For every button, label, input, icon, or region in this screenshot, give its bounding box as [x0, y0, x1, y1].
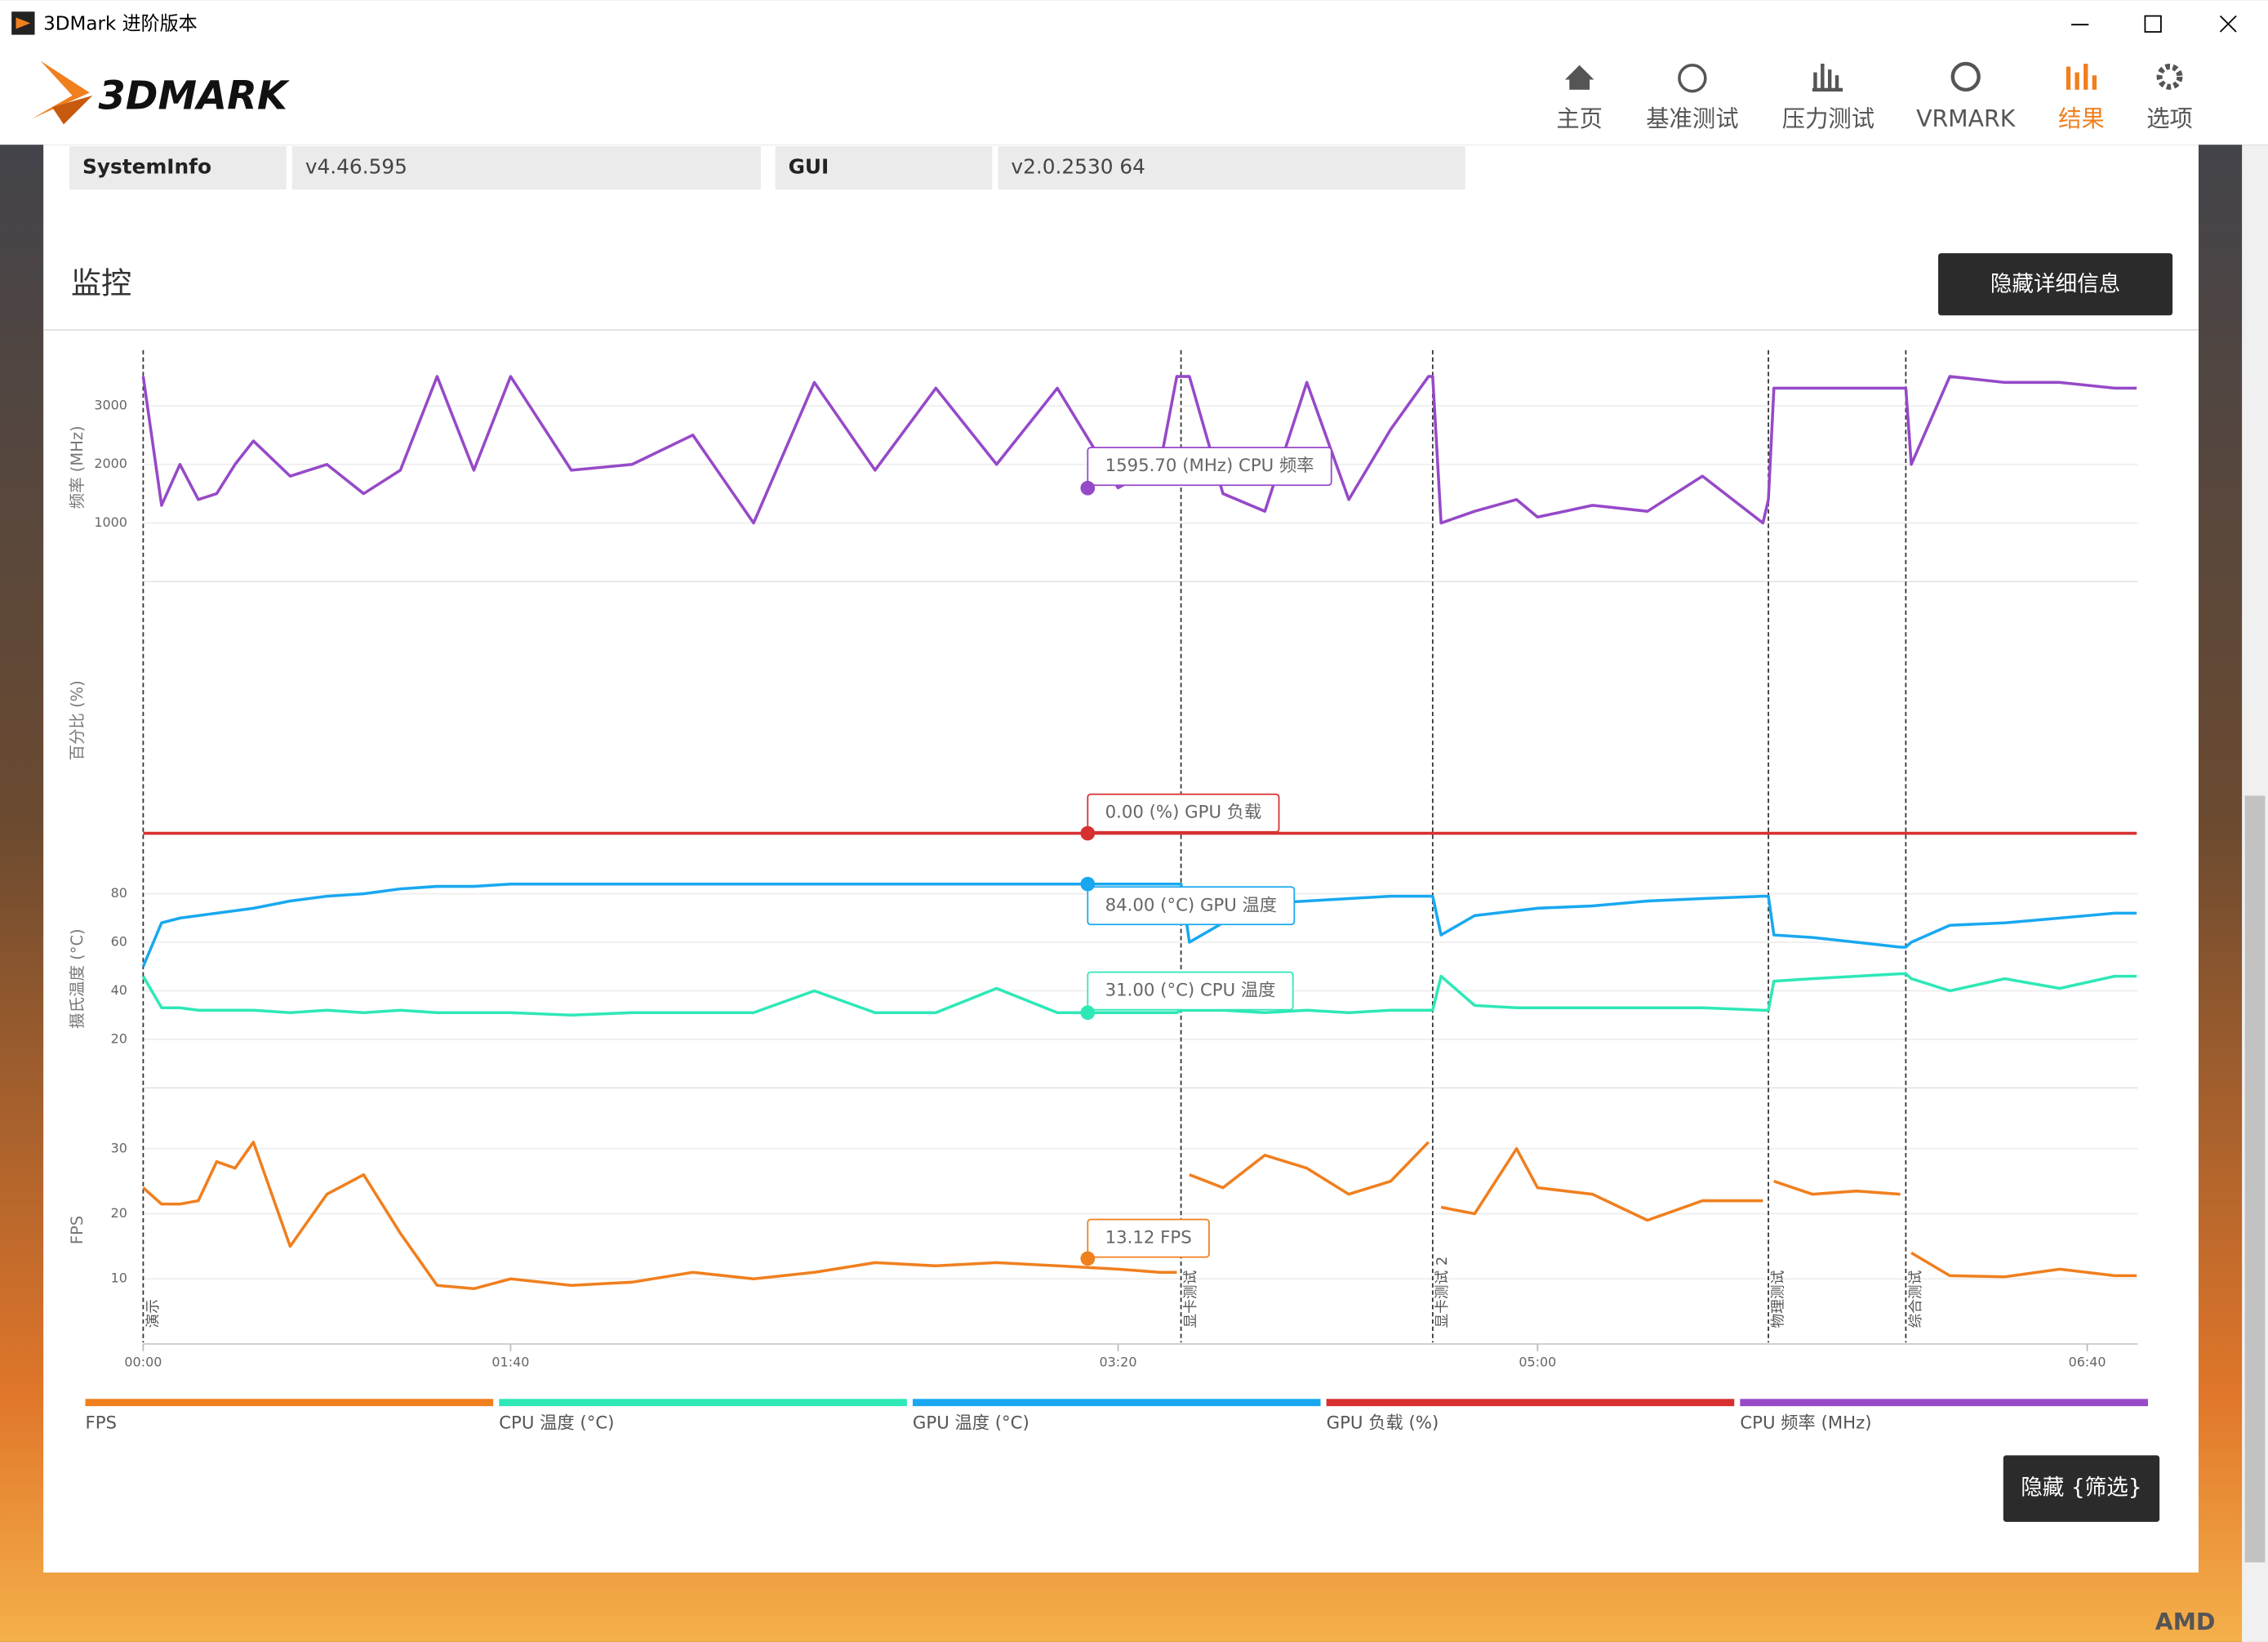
y-tick-label: 1000: [94, 514, 127, 530]
x-tick-label: 06:40: [2069, 1354, 2106, 1369]
info-cell: [775, 146, 993, 190]
info-value: v2.0.2530 64: [1011, 155, 1145, 179]
cursor-dot: [1080, 825, 1096, 841]
cursor-dot: [1080, 876, 1096, 892]
tooltip-box: [1087, 886, 1296, 926]
close[interactable]: [2219, 15, 2237, 33]
x-tick-label: 00:00: [124, 1354, 162, 1369]
y-tick-label: 3000: [94, 397, 127, 412]
maximize[interactable]: [2144, 15, 2162, 33]
chart: 1000 2000 3000 频率 (MHz) 百分比 (%) 20 40 60 80 摄氏温度 …: [68, 349, 2148, 1433]
nav-item[interactable]: 选项: [2146, 105, 2193, 132]
logo-text: 3DMARK: [98, 74, 290, 119]
logo: 3DMARK: [31, 60, 291, 125]
filter-button[interactable]: [2003, 1455, 2160, 1522]
tooltip-label: 84.00 (°C) GPU 温度: [1105, 895, 1277, 915]
filter-button-label[interactable]: 隐藏 {筛选}: [2021, 1475, 2142, 1501]
info-value: v4.46.595: [305, 155, 407, 179]
test-marker-label: 物理测试: [1769, 1270, 1786, 1328]
y-axis-label: 百分比 (%): [68, 680, 87, 760]
legend-label[interactable]: CPU 频率 (MHz): [1740, 1413, 1871, 1433]
y-axis-label: 频率 (MHz): [68, 425, 87, 509]
options-icon: [2156, 64, 2183, 90]
test-marker-label: 显卡测试 2: [1434, 1257, 1451, 1328]
y-tick-label: 10: [111, 1270, 127, 1286]
tooltip-box: [1087, 1218, 1210, 1258]
legend-label[interactable]: FPS: [86, 1413, 118, 1433]
nav-item[interactable]: 结果: [2058, 105, 2105, 132]
tooltip-label: 31.00 (°C) CPU 温度: [1105, 981, 1276, 1001]
legend-swatch[interactable]: [1326, 1399, 1735, 1407]
test-marker-label: 显卡测试: [1182, 1270, 1199, 1328]
y-tick-label: 20: [111, 1030, 127, 1046]
tooltip-box: [1087, 971, 1294, 1011]
tooltip-box: [1087, 793, 1280, 833]
app-icon-mark: [16, 17, 31, 29]
cursor-dot: [1080, 480, 1096, 496]
content-panel: [43, 145, 2199, 1573]
info-key: GUI: [789, 155, 829, 179]
nav-item[interactable]: 主页: [1556, 105, 1603, 132]
legend-swatch[interactable]: [1740, 1399, 2148, 1407]
series-line: [142, 1141, 2137, 1291]
x-tick-label: 03:20: [1100, 1354, 1137, 1369]
y-axis-label: 摄氏温度 (°C): [68, 928, 87, 1029]
info-cell: [998, 146, 1465, 190]
details-button[interactable]: [1938, 253, 2173, 316]
header-bar: [0, 0, 2268, 145]
tooltip-label: 13.12 FPS: [1105, 1228, 1192, 1248]
logo-swoosh: [51, 96, 93, 125]
legend-swatch[interactable]: [85, 1399, 494, 1407]
details-button-label[interactable]: 隐藏详细信息: [1990, 272, 2120, 297]
vr-icon: [1950, 61, 1981, 92]
cursor-dot: [1080, 1251, 1096, 1266]
section-title: 监控: [71, 265, 131, 301]
logo-swoosh: [31, 60, 90, 119]
nav[interactable]: 主页 基准测试 压力测试 VRMARK 结果 选项: [1556, 61, 2193, 132]
x-tick-label: 05:00: [1519, 1354, 1556, 1369]
info-cell: [291, 146, 761, 190]
test-marker-label: 演示: [145, 1299, 162, 1328]
home-icon: [1564, 65, 1594, 90]
tooltip-label: 0.00 (%) GPU 负载: [1105, 803, 1262, 823]
tooltip-box: [1087, 447, 1332, 487]
legend-label[interactable]: CPU 温度 (°C): [499, 1413, 614, 1433]
y-axis-label: FPS: [68, 1216, 87, 1244]
y-tick-label: 20: [111, 1205, 127, 1221]
x-tick-label: 01:40: [491, 1354, 529, 1369]
y-tick-label: 80: [111, 885, 127, 901]
test-marker-label: 综合测试: [1907, 1270, 1924, 1328]
y-tick-label: 60: [111, 934, 127, 950]
legend-swatch[interactable]: [912, 1399, 1321, 1407]
info-key: SystemInfo: [82, 155, 211, 179]
watermark: AMD: [2155, 1609, 2216, 1635]
y-tick-label: 30: [111, 1140, 127, 1155]
info-cell: [69, 146, 287, 190]
tooltip-label: 1595.70 (MHz) CPU 频率: [1105, 456, 1314, 476]
y-tick-label: 2000: [94, 456, 127, 471]
legend-swatch[interactable]: [499, 1399, 907, 1407]
nav-item[interactable]: 压力测试: [1782, 105, 1874, 132]
series-line: [141, 882, 2137, 968]
series-line: [141, 375, 2137, 525]
scroll-thumb[interactable]: [2244, 795, 2266, 1563]
bars-icon: [1812, 64, 1843, 92]
window-controls[interactable]: [2071, 15, 2237, 33]
gauge-icon: [1678, 64, 1707, 93]
cursor-dot: [1080, 1005, 1096, 1021]
nav-item[interactable]: 基准测试: [1646, 105, 1738, 132]
y-tick-label: 40: [111, 982, 127, 998]
nav-item[interactable]: VRMARK: [1916, 105, 2017, 132]
window-title: 3DMark 进阶版本: [43, 14, 198, 35]
results-icon: [2066, 64, 2097, 90]
legend-label[interactable]: GPU 负载 (%): [1327, 1413, 1439, 1433]
legend-label[interactable]: GPU 温度 (°C): [913, 1413, 1029, 1433]
